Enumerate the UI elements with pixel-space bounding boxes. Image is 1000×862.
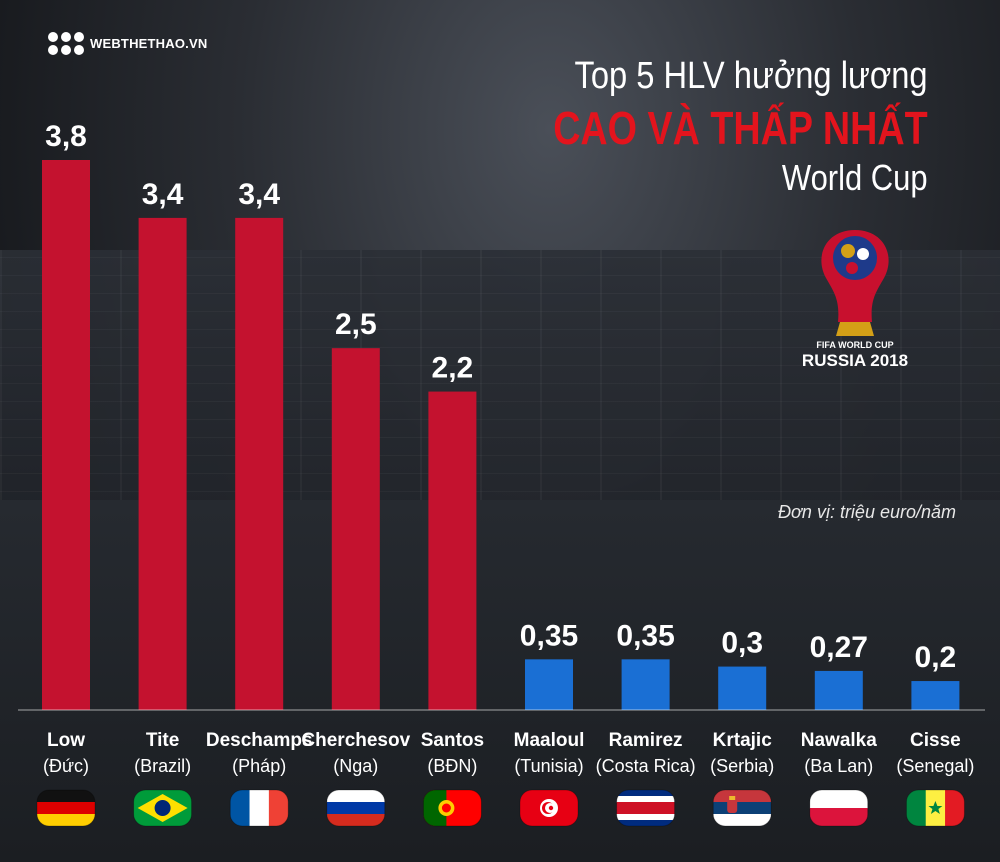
poland-flag-icon <box>809 789 869 827</box>
category-label: Cherchesov <box>301 730 410 751</box>
title-line-2: CAO VÀ THẤP NHẤT <box>553 102 928 154</box>
emblem-line-2: RUSSIA 2018 <box>802 351 908 370</box>
unit-note: Đơn vị: triệu euro/năm <box>778 502 956 522</box>
country-label: (Pháp) <box>232 756 286 776</box>
brand-logo: WEBTHETHAO.VN <box>48 32 207 55</box>
category-label: Maaloul <box>514 730 585 751</box>
category-label: Nawalka <box>801 730 877 751</box>
value-label: 0,27 <box>810 631 868 664</box>
title-line-3: World Cup <box>782 157 928 198</box>
tunisia-flag-icon <box>519 789 579 827</box>
value-label: 3,4 <box>142 178 184 211</box>
brazil-flag-icon <box>133 789 193 827</box>
bar-deschamps <box>235 217 284 711</box>
logo-dots-icon <box>48 32 84 55</box>
logo-text: WEBTHETHAO.VN <box>90 36 208 51</box>
country-label: (Nga) <box>333 756 378 776</box>
costa-rica-flag-icon <box>616 789 676 827</box>
france-flag-icon <box>229 789 289 827</box>
title-line-1: Top 5 HLV hưởng lương <box>574 55 928 97</box>
bar-cherchesov <box>331 348 380 710</box>
country-label: (Serbia) <box>710 756 774 776</box>
country-label: (Tunisia) <box>514 756 583 776</box>
category-label: Low <box>47 730 85 751</box>
value-label: 0,2 <box>915 641 957 674</box>
flags-group <box>36 789 965 827</box>
russia-flag-icon <box>326 789 386 827</box>
bar-cisse <box>911 681 960 710</box>
country-label: (Costa Rica) <box>596 756 696 776</box>
country-label: (Đức) <box>43 756 89 776</box>
trophy-icon <box>821 230 889 336</box>
category-label: Cisse <box>910 730 961 751</box>
emblem-line-1: FIFA WORLD CUP <box>816 340 893 350</box>
country-label: (BĐN) <box>427 756 477 776</box>
category-label: Krtajic <box>713 730 773 751</box>
value-label: 3,4 <box>238 178 280 211</box>
country-label: (Ba Lan) <box>804 756 873 776</box>
world-cup-emblem: FIFA WORLD CUP RUSSIA 2018 <box>802 230 908 370</box>
category-label: Tite <box>146 730 179 751</box>
bar-santos <box>428 391 477 710</box>
serbia-flag-icon <box>712 789 772 827</box>
category-label: Ramirez <box>609 730 683 751</box>
country-label: (Brazil) <box>134 756 191 776</box>
title-block: Top 5 HLV hưởng lương CAO VÀ THẤP NHẤT W… <box>471 52 928 200</box>
labels-group: 3,8 Low (Đức) 3,4 Tite (Brazil) 3,4 Deschamps (P… <box>43 120 974 776</box>
value-label: 2,2 <box>432 352 474 385</box>
value-label: 0,35 <box>520 619 578 652</box>
category-label: Santos <box>421 730 484 751</box>
bar-ramirez <box>621 659 670 710</box>
germany-flag-icon <box>36 789 96 827</box>
value-label: 3,8 <box>45 120 87 153</box>
country-label: (Senegal) <box>896 756 974 776</box>
portugal-flag-icon <box>422 789 482 827</box>
value-label: 0,3 <box>721 627 763 660</box>
bar-tite <box>138 217 187 711</box>
bar-maaloul <box>525 659 573 710</box>
bar-nawalka <box>814 670 863 710</box>
bars-group <box>42 160 960 711</box>
senegal-flag-icon <box>905 789 965 827</box>
category-label: Deschamps <box>206 730 313 751</box>
bar-krtajic <box>718 666 767 710</box>
bar-low <box>42 160 90 710</box>
value-label: 2,5 <box>335 308 377 341</box>
value-label: 0,35 <box>616 619 674 652</box>
